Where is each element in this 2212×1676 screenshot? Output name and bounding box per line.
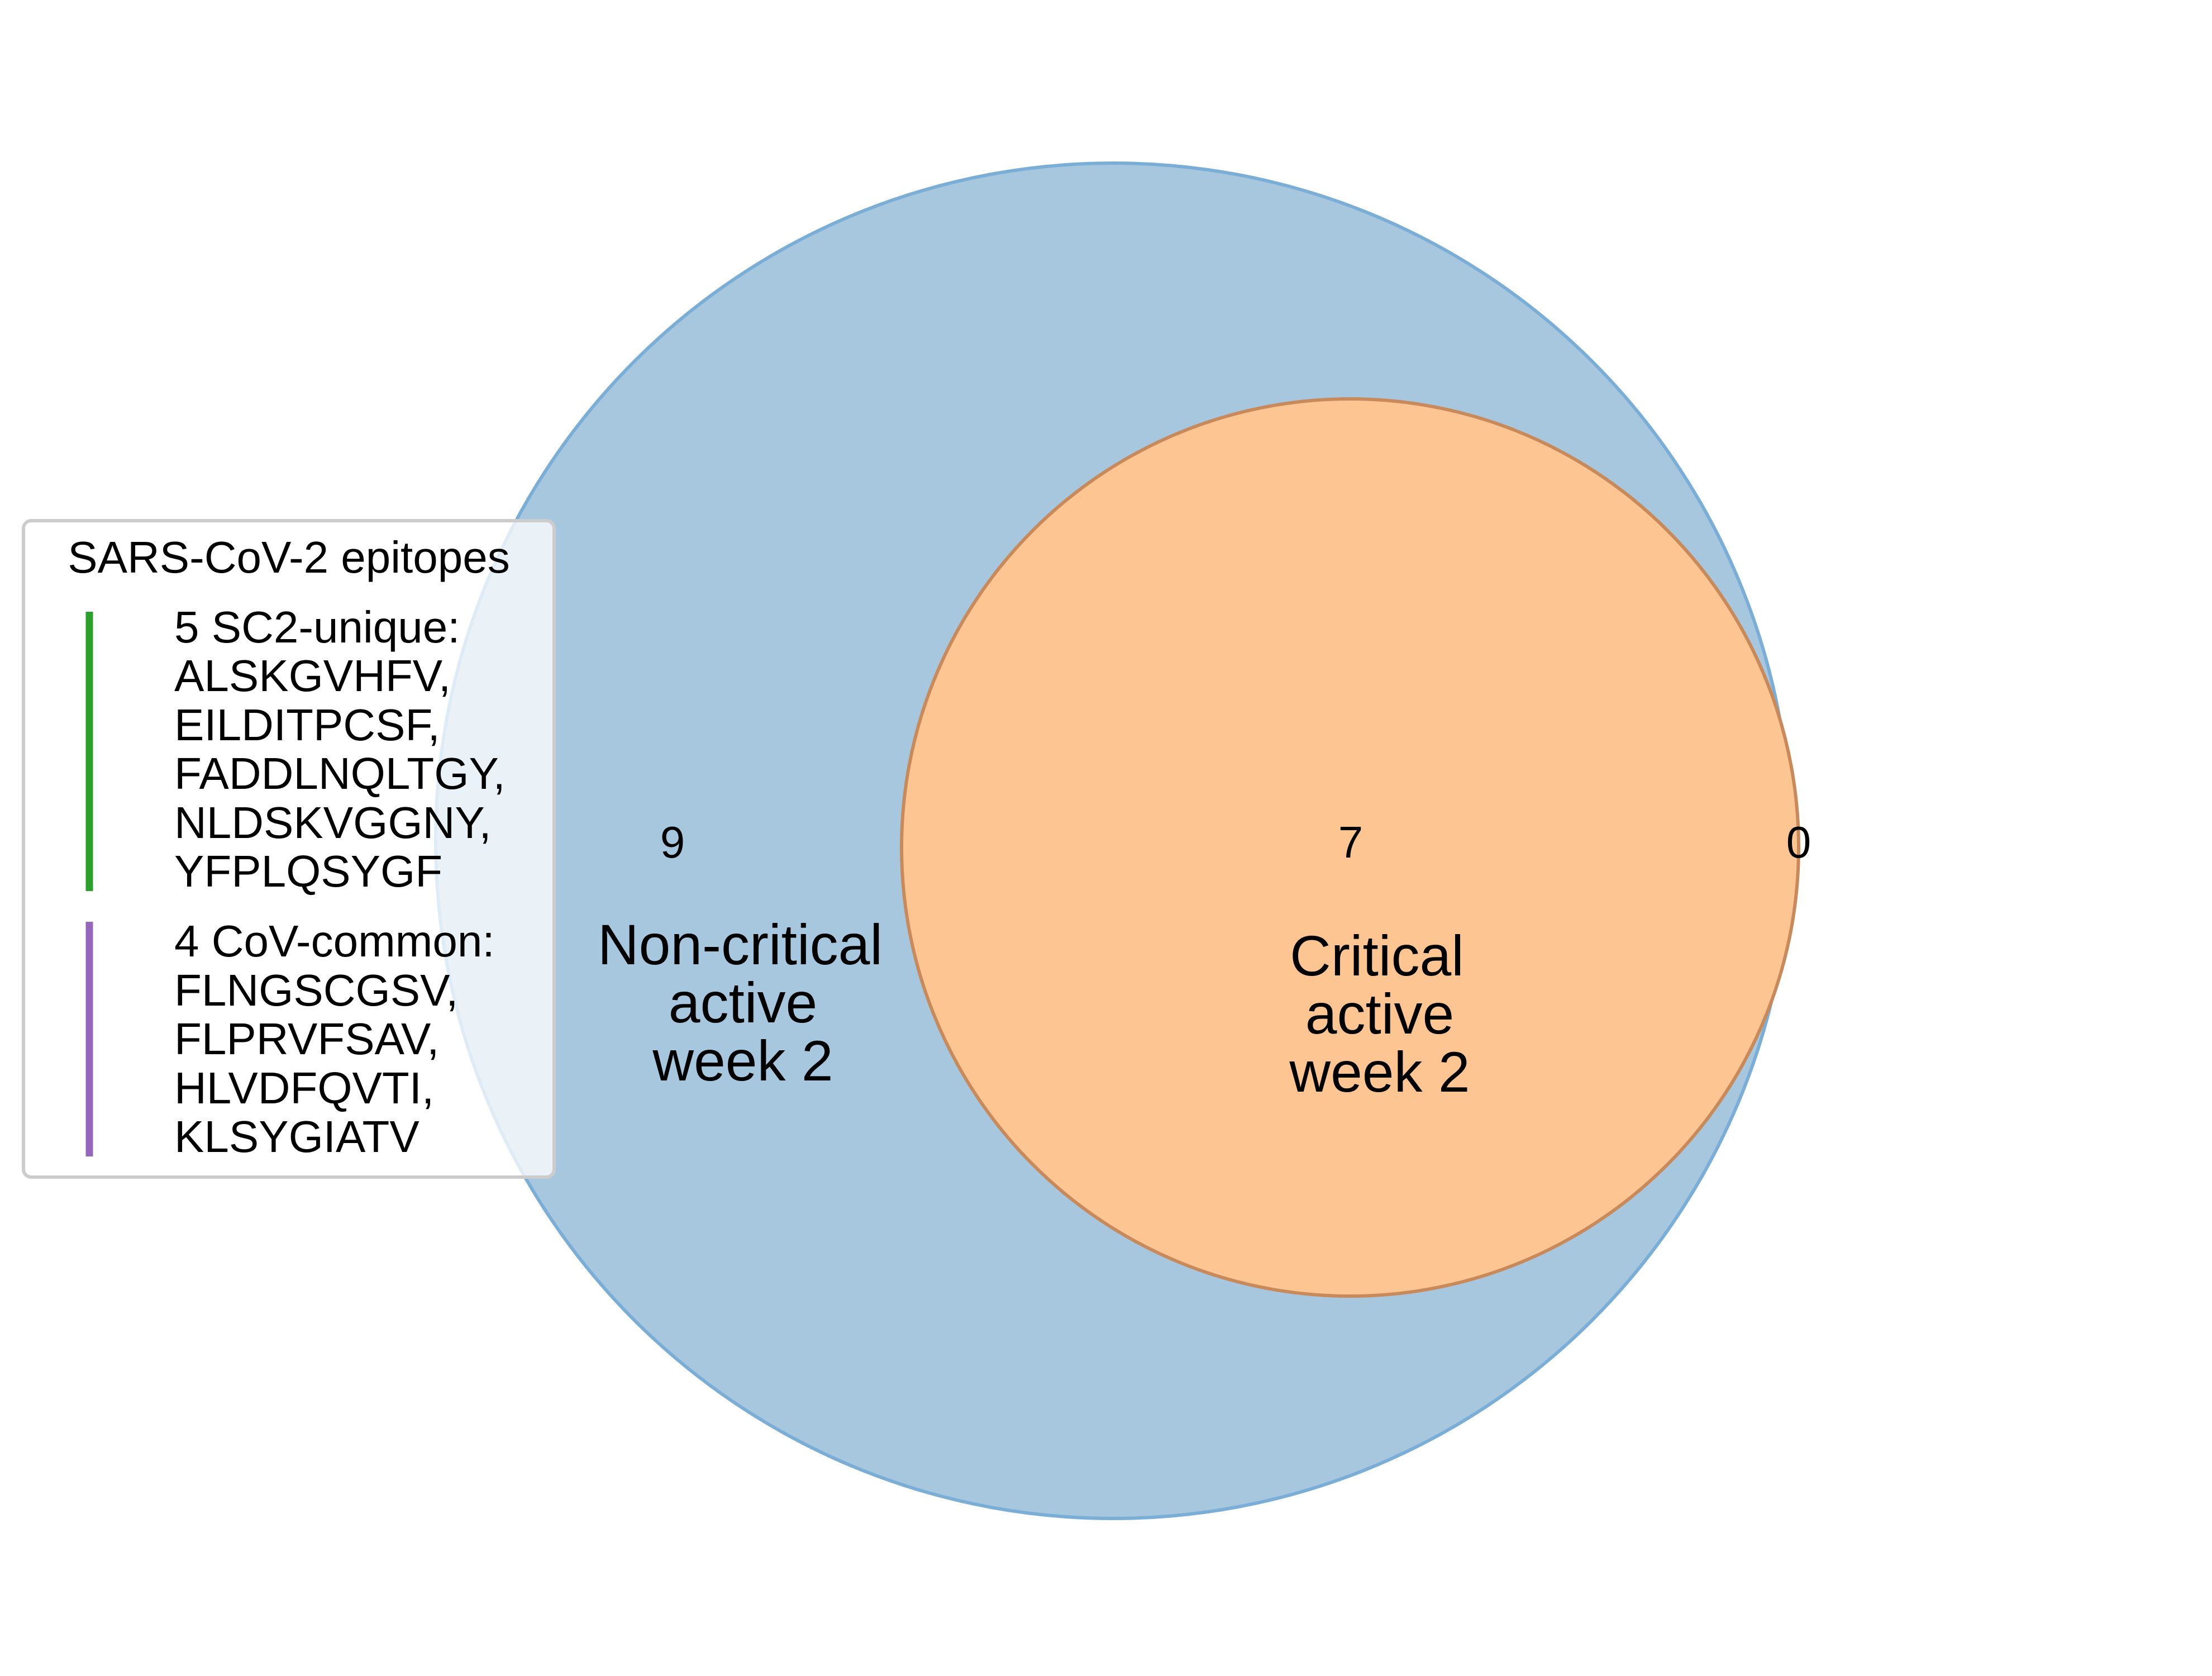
set-b-label-line: active [1305, 982, 1454, 1046]
set-a-label-line: Non-critical [598, 913, 883, 977]
set-a-label: Non-critical active week 2 [598, 913, 883, 1093]
legend-entry-line: EILDITPCSF, [174, 700, 440, 750]
set-a-label-line: week 2 [652, 1029, 833, 1093]
legend-group-cov-common: 4 CoV-common: FLNGSCGSV, FLPRVFSAV, HLVD… [85, 916, 495, 1161]
legend-entry-line: KLSYGIATV [174, 1112, 419, 1161]
legend-entry-line: 5 SC2-unique: [174, 602, 460, 652]
legend-entry-line: FLNGSCGSV, [174, 965, 458, 1015]
count-a-only: 9 [660, 817, 685, 867]
legend-entry-line: FLPRVFSAV, [174, 1014, 439, 1064]
legend-entry-line: NLDSKVGGNY, [174, 798, 492, 847]
set-b-label-line: Critical [1290, 924, 1464, 988]
set-b-label-line: week 2 [1289, 1040, 1470, 1104]
count-a-and-b: 7 [1338, 817, 1364, 867]
legend-entry-line: ALSKGVHFV, [174, 651, 451, 701]
set-b-label: Critical active week 2 [1289, 924, 1470, 1104]
legend-entry-line: YFPLQSYGF [174, 846, 442, 896]
set-b-circle [900, 397, 1800, 1298]
legend-title: SARS-CoV-2 epitopes [68, 532, 510, 582]
set-a-label-line: active [669, 971, 817, 1035]
legend-entry-line: HLVDFQVTI, [174, 1063, 434, 1113]
legend-entry-line: 4 CoV-common: [174, 916, 495, 966]
legend-box [22, 519, 556, 1179]
legend: SARS-CoV-2 epitopes 5 SC2-unique: ALSKGV… [22, 519, 556, 1179]
legend-group-sc2-unique: 5 SC2-unique: ALSKGVHFV, EILDITPCSF, FAD… [85, 602, 506, 896]
legend-entry-line: FADDLNQLTGY, [174, 749, 506, 798]
count-b-only: 0 [1786, 817, 1811, 867]
